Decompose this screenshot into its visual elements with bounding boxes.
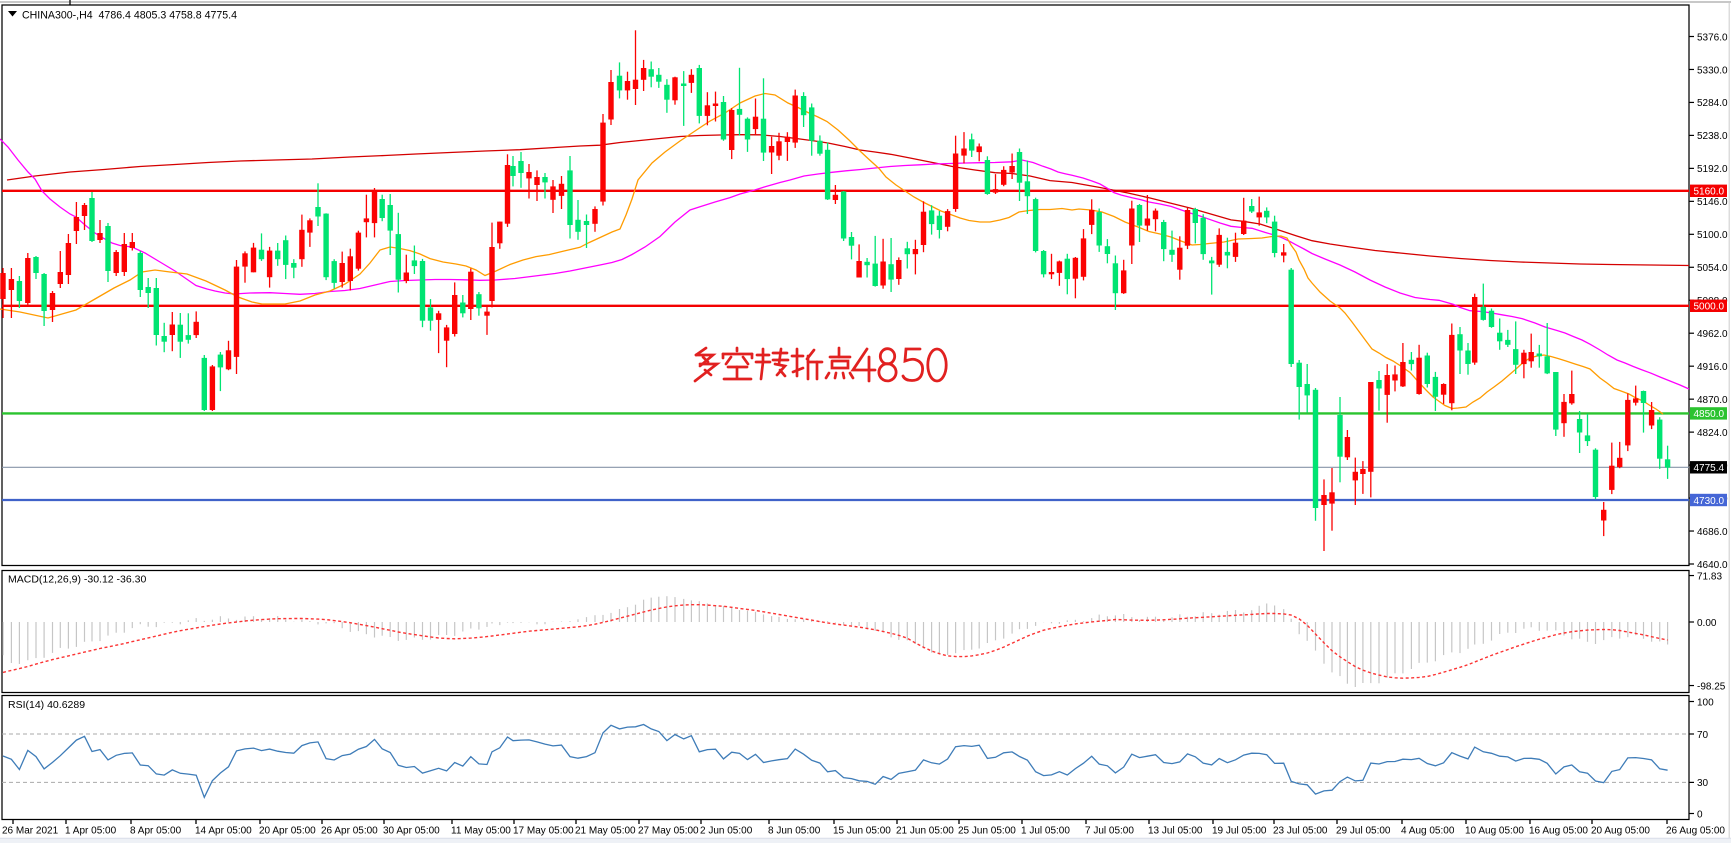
svg-text:4775.4: 4775.4 — [1694, 463, 1725, 474]
svg-text:4870.0: 4870.0 — [1697, 395, 1728, 406]
svg-text:26 Mar 2021: 26 Mar 2021 — [2, 826, 59, 837]
svg-text:30 Apr 05:00: 30 Apr 05:00 — [383, 826, 440, 837]
svg-text:29 Jul 05:00: 29 Jul 05:00 — [1336, 826, 1391, 837]
svg-text:0: 0 — [1697, 809, 1703, 820]
svg-text:8 Apr 05:00: 8 Apr 05:00 — [130, 826, 182, 837]
svg-text:15 Jun 05:00: 15 Jun 05:00 — [833, 826, 891, 837]
svg-text:23 Jul 05:00: 23 Jul 05:00 — [1273, 826, 1328, 837]
svg-text:0.00: 0.00 — [1697, 618, 1717, 629]
svg-text:10 Aug 05:00: 10 Aug 05:00 — [1465, 826, 1524, 837]
svg-text:70: 70 — [1697, 730, 1709, 741]
svg-text:13 Jul 05:00: 13 Jul 05:00 — [1148, 826, 1203, 837]
svg-text:5330.0: 5330.0 — [1697, 65, 1728, 76]
svg-text:5146.0: 5146.0 — [1697, 197, 1728, 208]
svg-text:CHINA300-,H4 4786.4 4805.3 47: CHINA300-,H4 4786.4 4805.3 4758.8 4775.4 — [22, 9, 237, 21]
svg-text:1 Jul 05:00: 1 Jul 05:00 — [1021, 826, 1070, 837]
svg-text:5238.0: 5238.0 — [1697, 131, 1728, 142]
svg-text:100: 100 — [1697, 697, 1714, 708]
svg-text:MACD(12,26,9) -30.12 -36.30: MACD(12,26,9) -30.12 -36.30 — [8, 574, 146, 586]
svg-text:4962.0: 4962.0 — [1697, 329, 1728, 340]
svg-text:4916.0: 4916.0 — [1697, 362, 1728, 373]
svg-text:20 Apr 05:00: 20 Apr 05:00 — [259, 826, 316, 837]
svg-text:4824.0: 4824.0 — [1697, 428, 1728, 439]
svg-text:2 Jun 05:00: 2 Jun 05:00 — [700, 826, 753, 837]
svg-text:4686.0: 4686.0 — [1697, 527, 1728, 538]
svg-text:14 Apr 05:00: 14 Apr 05:00 — [195, 826, 252, 837]
svg-text:30: 30 — [1697, 778, 1709, 789]
svg-text:-98.25: -98.25 — [1697, 681, 1726, 692]
svg-text:25 Jun 05:00: 25 Jun 05:00 — [958, 826, 1016, 837]
svg-text:5000.0: 5000.0 — [1694, 302, 1725, 313]
svg-text:4730.0: 4730.0 — [1694, 496, 1725, 507]
svg-text:26 Aug 05:00: 26 Aug 05:00 — [1666, 826, 1725, 837]
svg-text:19 Jul 05:00: 19 Jul 05:00 — [1212, 826, 1267, 837]
svg-text:11 May 05:00: 11 May 05:00 — [451, 826, 511, 837]
svg-text:5376.0: 5376.0 — [1697, 32, 1728, 43]
svg-text:4640.0: 4640.0 — [1697, 560, 1728, 571]
svg-text:26 Apr 05:00: 26 Apr 05:00 — [321, 826, 378, 837]
svg-text:4 Aug 05:00: 4 Aug 05:00 — [1401, 826, 1455, 837]
svg-text:5054.0: 5054.0 — [1697, 263, 1728, 274]
svg-text:5100.0: 5100.0 — [1697, 230, 1728, 241]
svg-text:21 May 05:00: 21 May 05:00 — [575, 826, 636, 837]
svg-text:27 May 05:00: 27 May 05:00 — [638, 826, 699, 837]
svg-text:RSI(14) 40.6289: RSI(14) 40.6289 — [8, 699, 85, 711]
svg-text:1 Apr 05:00: 1 Apr 05:00 — [65, 826, 117, 837]
svg-text:8 Jun 05:00: 8 Jun 05:00 — [768, 826, 821, 837]
svg-text:71.83: 71.83 — [1697, 571, 1722, 582]
svg-text:4850.0: 4850.0 — [1694, 409, 1725, 420]
svg-text:20 Aug 05:00: 20 Aug 05:00 — [1591, 826, 1650, 837]
svg-text:16 Aug 05:00: 16 Aug 05:00 — [1529, 826, 1588, 837]
svg-text:17 May 05:00: 17 May 05:00 — [513, 826, 574, 837]
svg-text:21 Jun 05:00: 21 Jun 05:00 — [896, 826, 954, 837]
svg-text:5192.0: 5192.0 — [1697, 164, 1728, 175]
svg-text:5160.0: 5160.0 — [1694, 187, 1725, 198]
svg-text:5284.0: 5284.0 — [1697, 98, 1728, 109]
svg-text:7 Jul 05:00: 7 Jul 05:00 — [1085, 826, 1134, 837]
